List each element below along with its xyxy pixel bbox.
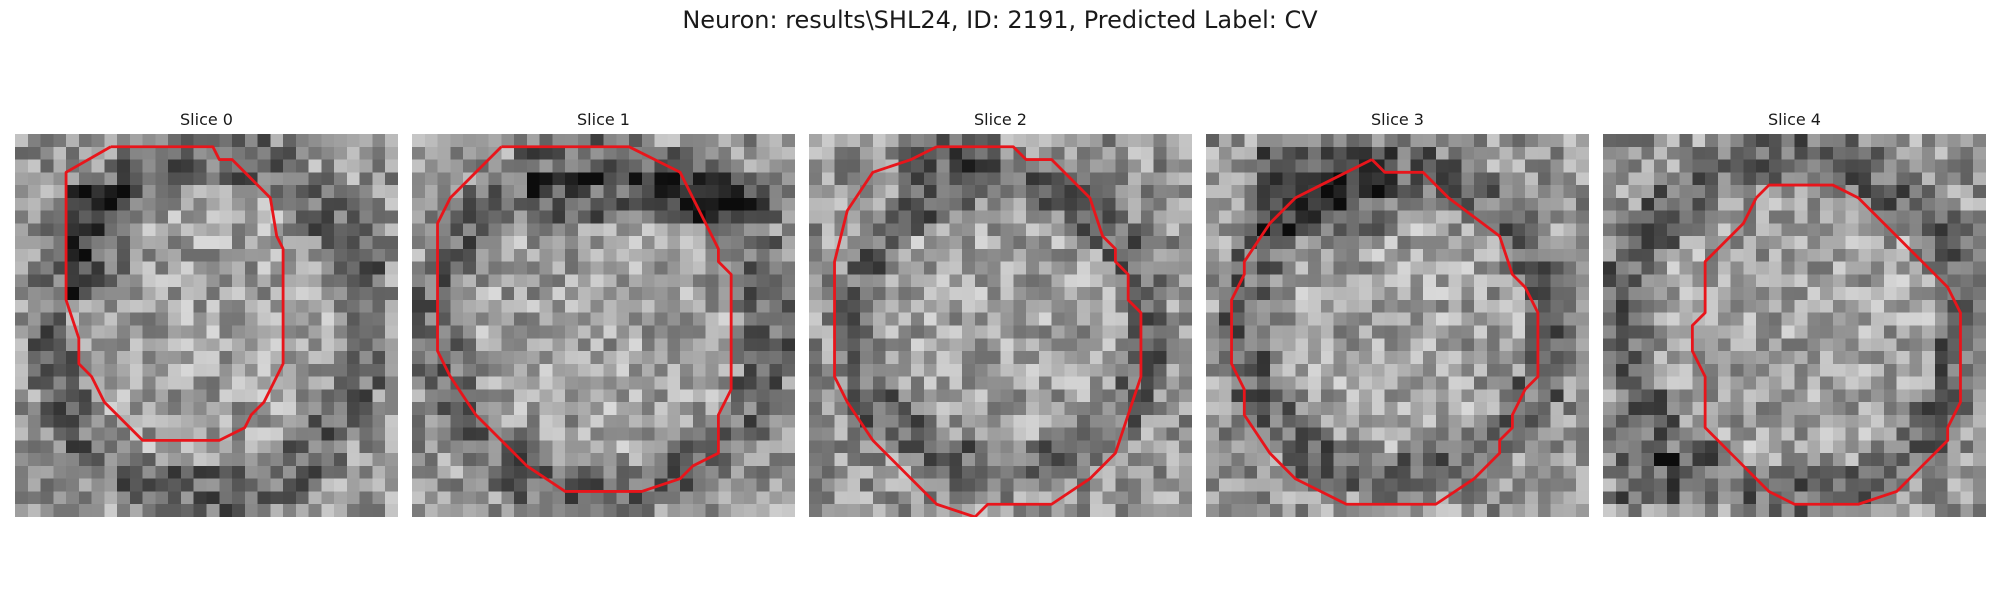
slice-title: Slice 2 xyxy=(974,110,1027,129)
neuron-contour xyxy=(1690,183,1962,506)
slice-panel-2: Slice 2 xyxy=(809,108,1192,517)
figure-title: Neuron: results\SHL24, ID: 2191, Predict… xyxy=(682,6,1318,34)
slice-title: Slice 1 xyxy=(577,110,630,129)
slice-panel-4: Slice 4 xyxy=(1603,108,1986,517)
slice-image xyxy=(1206,134,1589,517)
slice-image xyxy=(1603,134,1986,517)
neuron-contour xyxy=(833,145,1143,517)
neuron-contour xyxy=(64,145,285,442)
slice-panel-0: Slice 0 xyxy=(15,108,398,517)
slice-image xyxy=(809,134,1192,517)
slice-title: Slice 0 xyxy=(180,110,233,129)
slice-panel-1: Slice 1 xyxy=(412,108,795,517)
slice-title: Slice 4 xyxy=(1768,110,1821,129)
slice-image xyxy=(15,134,398,517)
slice-image xyxy=(412,134,795,517)
slice-panel-3: Slice 3 xyxy=(1206,108,1589,517)
slice-title: Slice 3 xyxy=(1371,110,1424,129)
neuron-contour xyxy=(436,145,733,493)
neuron-contour xyxy=(1230,158,1540,506)
